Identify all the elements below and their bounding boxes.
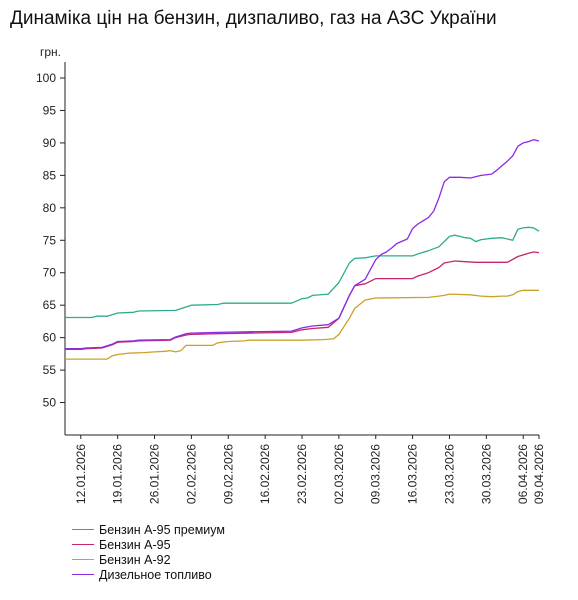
y-tick-label: 75 bbox=[43, 233, 57, 247]
x-tick-label: 02.02.2026 bbox=[184, 444, 198, 504]
x-tick-label: 09.02.2026 bbox=[221, 444, 235, 504]
y-tick-label: 55 bbox=[43, 363, 57, 377]
y-tick-label: 100 bbox=[36, 71, 56, 85]
y-axis: грн. 50 55 60 65 70 75 80 85 90 95 100 bbox=[36, 45, 66, 435]
y-tick-label: 85 bbox=[43, 168, 57, 182]
legend-label: Бензин А-95 премиум bbox=[99, 522, 225, 537]
x-axis: 12.01.2026 19.01.2026 26.01.2026 02.02.2026… bbox=[65, 434, 546, 504]
series-line-1 bbox=[65, 226, 540, 319]
chart-title: Динаміка цін на бензин, дизпаливо, газ н… bbox=[10, 8, 497, 29]
y-tick-label: 50 bbox=[43, 396, 57, 410]
legend-swatch bbox=[72, 529, 94, 530]
legend-swatch bbox=[72, 544, 94, 545]
y-axis-unit-label: грн. bbox=[40, 45, 61, 59]
y-tick-label: 60 bbox=[43, 331, 57, 345]
series-line-2 bbox=[65, 251, 540, 350]
x-tick-label: 19.01.2026 bbox=[111, 444, 125, 504]
x-tick-label: 06.04.2026 bbox=[516, 444, 530, 504]
x-tick-label: 02.03.2026 bbox=[332, 444, 346, 504]
y-tick-label: 65 bbox=[43, 298, 57, 312]
legend: Бензин А-95 премиум Бензин А-95 Бензин А-9… bbox=[72, 522, 225, 582]
x-tick-label: 30.03.2026 bbox=[479, 444, 493, 504]
x-tick-label: 23.03.2026 bbox=[442, 444, 456, 504]
x-tick-label: 16.02.2026 bbox=[258, 444, 272, 504]
x-tick-label: 26.01.2026 bbox=[148, 444, 162, 504]
x-tick-label: 23.02.2026 bbox=[295, 444, 309, 504]
x-tick-label: 09.03.2026 bbox=[369, 444, 383, 504]
legend-item: Бензин А-95 премиум bbox=[72, 522, 225, 537]
x-tick-label: 16.03.2026 bbox=[406, 444, 420, 504]
legend-label: Бензин А-92 bbox=[99, 552, 171, 567]
legend-label: Бензин А-95 bbox=[99, 537, 171, 552]
legend-item: Бензин А-92 bbox=[72, 552, 225, 567]
legend-label: Дизельное топливо bbox=[99, 567, 212, 582]
y-tick-label: 80 bbox=[43, 201, 57, 215]
x-tick-label: 09.04.2026 bbox=[532, 444, 546, 504]
series-line-3 bbox=[65, 289, 539, 360]
legend-swatch bbox=[72, 559, 94, 560]
y-tick-label: 95 bbox=[43, 103, 57, 117]
legend-swatch bbox=[72, 574, 94, 575]
legend-item: Дизельное топливо bbox=[72, 567, 225, 582]
legend-item: Бензин А-95 bbox=[72, 537, 225, 552]
y-tick-label: 70 bbox=[43, 266, 57, 280]
series-line-4 bbox=[65, 139, 540, 350]
y-tick-label: 90 bbox=[43, 136, 57, 150]
series-lines bbox=[65, 139, 540, 360]
x-tick-label: 12.01.2026 bbox=[74, 444, 88, 504]
